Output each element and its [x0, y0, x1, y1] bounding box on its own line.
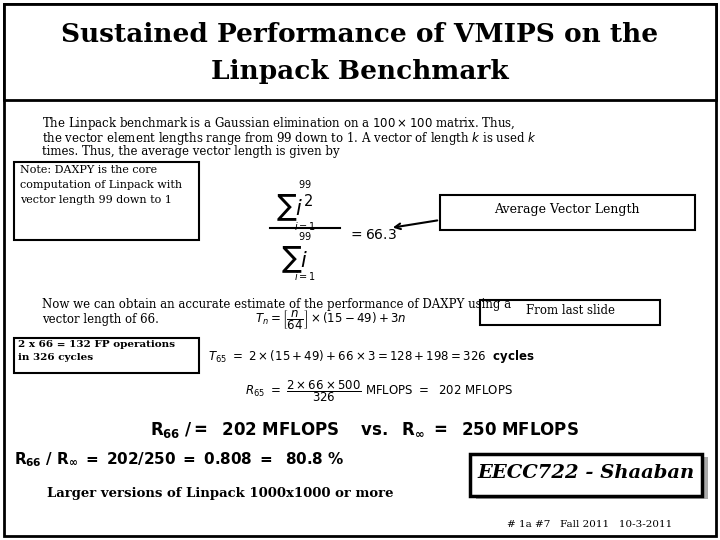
- FancyBboxPatch shape: [4, 4, 716, 100]
- Text: 2 x 66 = 132 FP operations
in 326 cycles: 2 x 66 = 132 FP operations in 326 cycles: [18, 340, 175, 361]
- FancyBboxPatch shape: [14, 162, 199, 240]
- Text: $\mathbf{R_{66}\ /=\ \ 202\ MFLOPS\ \ \ \ vs.\ \ R_{\infty}\ =\ \ 250\ MFLOPS}$: $\mathbf{R_{66}\ /=\ \ 202\ MFLOPS\ \ \ …: [150, 420, 579, 440]
- Text: $= 66.3$: $= 66.3$: [348, 228, 397, 242]
- FancyBboxPatch shape: [470, 454, 702, 496]
- Text: $T_{65}\ =\ 2\times(15+49)+66\times3 = 128+198 = 326\ \ \mathbf{cycles}$: $T_{65}\ =\ 2\times(15+49)+66\times3 = 1…: [208, 348, 535, 365]
- Text: $99$: $99$: [298, 230, 312, 242]
- Text: $\mathbf{R_{66}\ /\ R_{\infty}\ =\ 202/250\ =\ 0.808\ =\ \ 80.8\ \%}$: $\mathbf{R_{66}\ /\ R_{\infty}\ =\ 202/2…: [14, 450, 344, 469]
- Text: $T_n = \left[\dfrac{n}{64}\right] \times (15-49) + 3n$: $T_n = \left[\dfrac{n}{64}\right] \times…: [255, 308, 406, 332]
- Text: Larger versions of Linpack 1000x1000 or more: Larger versions of Linpack 1000x1000 or …: [47, 487, 393, 500]
- Text: Note: DAXPY is the core
computation of Linpack with
vector length 99 down to 1: Note: DAXPY is the core computation of L…: [20, 165, 182, 205]
- Text: $i=1$: $i=1$: [294, 270, 316, 282]
- FancyBboxPatch shape: [4, 4, 716, 536]
- Text: From last slide: From last slide: [526, 303, 614, 316]
- FancyBboxPatch shape: [440, 195, 695, 230]
- Text: $i=1$: $i=1$: [294, 220, 316, 232]
- Text: vector length of 66.: vector length of 66.: [42, 313, 159, 326]
- Text: $\sum i$: $\sum i$: [282, 244, 309, 275]
- Text: Sustained Performance of VMIPS on the: Sustained Performance of VMIPS on the: [61, 23, 659, 48]
- Text: EECC722 - Shaaban: EECC722 - Shaaban: [477, 464, 695, 482]
- Text: # 1a #7   Fall 2011   10-3-2011: # 1a #7 Fall 2011 10-3-2011: [508, 520, 672, 529]
- Text: Linpack Benchmark: Linpack Benchmark: [211, 59, 509, 84]
- Text: $\sum i^2$: $\sum i^2$: [276, 192, 313, 222]
- Text: $99$: $99$: [298, 178, 312, 190]
- FancyBboxPatch shape: [476, 457, 708, 499]
- FancyBboxPatch shape: [14, 338, 199, 373]
- Text: Average Vector Length: Average Vector Length: [494, 204, 640, 217]
- Text: the vector element lengths range from 99 down to 1. A vector of length $k$ is us: the vector element lengths range from 99…: [42, 130, 537, 147]
- Text: Now we can obtain an accurate estimate of the performance of DAXPY using a: Now we can obtain an accurate estimate o…: [42, 298, 511, 311]
- FancyBboxPatch shape: [480, 300, 660, 325]
- Text: The Linpack benchmark is a Gaussian elimination on a $100\times100$ matrix. Thus: The Linpack benchmark is a Gaussian elim…: [42, 115, 516, 132]
- Text: $R_{65}\ =\ \dfrac{2\times66\times500}{326}\ \mathrm{MFLOPS}\ =\ \ 202\ \mathrm{: $R_{65}\ =\ \dfrac{2\times66\times500}{3…: [245, 378, 513, 404]
- Text: times. Thus, the average vector length is given by: times. Thus, the average vector length i…: [42, 145, 340, 158]
